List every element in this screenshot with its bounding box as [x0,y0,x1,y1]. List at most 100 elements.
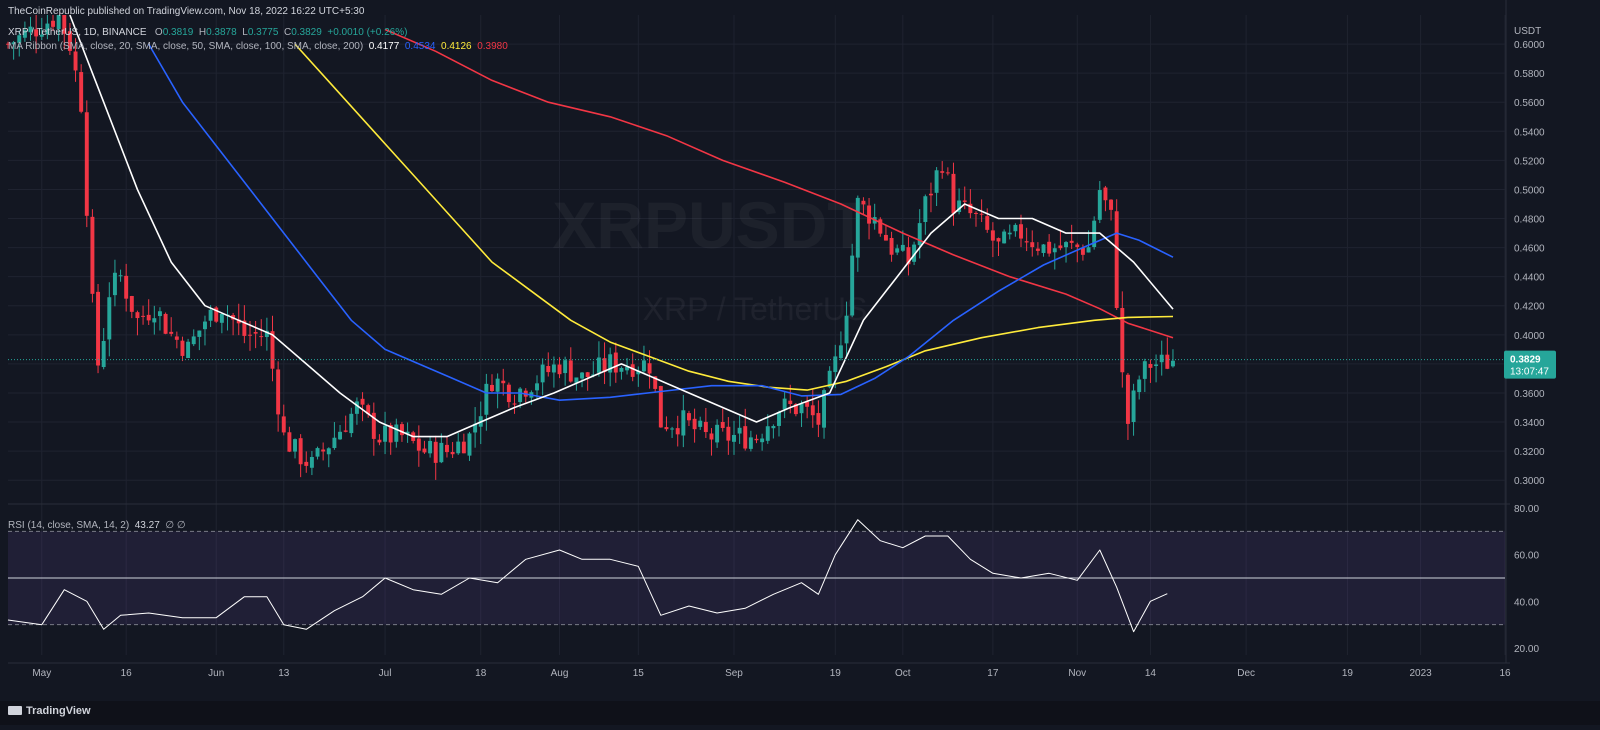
candle-body [962,200,967,202]
candle-body [298,438,303,465]
watermark-name: XRP / TetherUS [643,291,868,327]
symbol-name[interactable]: XRP / TetherUS, 1D, BINANCE [8,27,147,38]
candle-body [928,193,933,196]
candle-body [720,421,725,428]
price-tick-label: 0.6000 [1514,40,1545,51]
rsi-title[interactable]: RSI (14, close, SMA, 14, 2) [8,520,130,531]
tradingview-brand[interactable]: TradingView [8,705,91,717]
candle-body [174,336,179,340]
time-axis: May 16 Jun 13 Jul 18 Aug 15 Sep 19 Oct 17 Nov 14 Dec 19… [32,668,1511,679]
candle-body [1007,232,1012,235]
candle-body [79,72,84,112]
ma-ribbon-legend[interactable]: MA Ribbon (SMA, close, 20, SMA, close, 5… [8,41,508,52]
candle-body [490,384,494,392]
candle-body [1148,363,1153,368]
candle-body [1154,364,1159,367]
candle-body [203,321,207,330]
time-tick-label: 19 [830,668,842,679]
candle-body [917,223,922,246]
candle-body [703,421,708,433]
time-tick-label: Jun [208,668,224,679]
candles [6,15,1175,480]
time-tick-label: Oct [895,668,911,679]
price-tick-label: 0.4600 [1514,244,1545,255]
candle-body [810,405,815,416]
publisher-line: TheCoinRepublic published on TradingView… [8,6,364,17]
candle-body [613,352,618,373]
symbol-legend[interactable]: XRP / TetherUS, 1D, BINANCE O0.3819 H0.3… [8,27,407,38]
candle-body [833,356,838,373]
candle-body [439,442,444,463]
candle-body [157,311,162,317]
candle-body [394,424,399,442]
candle-body [51,20,55,27]
candle-body [428,440,433,454]
candle-body [281,416,286,433]
candle-body [934,170,939,193]
candle-body [675,428,680,435]
candle-body [17,35,22,43]
price-tick-label: 0.4200 [1514,302,1545,313]
time-tick-label: 2023 [1409,668,1432,679]
candle-body [895,248,900,253]
candle-body [670,428,675,430]
candle-body [546,366,551,373]
price-tick-label: 0.5400 [1514,127,1545,138]
candle-body [22,30,27,38]
rsi-tick-label: 20.00 [1514,644,1539,655]
candle-body [726,426,731,441]
candle-body [641,360,646,372]
candle-body [709,433,714,440]
ma-ribbon-title[interactable]: MA Ribbon (SMA, close, 20, SMA, close, 5… [8,41,364,52]
candle-body [636,370,641,375]
time-tick-label: Sep [725,668,743,679]
candle-body [1142,361,1147,379]
time-tick-label: 13 [278,668,290,679]
sma200-value: 0.3980 [477,41,508,52]
candle-body [276,369,281,415]
candle-body [974,212,978,214]
candle-body [1159,354,1164,363]
candle-body [692,418,697,430]
sma50-line [148,43,1174,401]
candle-body [867,205,872,224]
candle-body [84,112,89,216]
candle-body [681,410,686,436]
candle-body [580,372,585,379]
candle-body [270,331,275,369]
candle-body [304,461,309,466]
candle-body [236,319,241,324]
candle-body [996,238,1001,242]
candle-body [326,448,331,455]
candle-body [1064,242,1068,248]
candle-body [1058,245,1063,249]
rsi-legend[interactable]: RSI (14, close, SMA, 14, 2) 43.27 ∅ ∅ [8,520,186,531]
candle-body [838,345,843,359]
candle-body [360,398,365,405]
candle-body [1097,190,1102,220]
candle-body [743,426,748,449]
candle-body [979,213,984,215]
candle-body [1165,354,1170,369]
candle-body [293,439,297,452]
change-value: +0.0010 (+0.26%) [327,27,408,38]
candle-body [39,34,44,37]
candle-body [518,388,523,402]
candle-body [96,291,101,366]
candle-body [315,448,320,457]
candle-body [338,431,343,440]
price-tick-label: 0.5800 [1514,69,1545,80]
candle-body [6,43,10,45]
candle-body [985,216,990,230]
candle-body [737,427,742,434]
candle-body [129,296,134,312]
candle-body [602,358,607,372]
candle-body [1086,247,1091,253]
candle-body [28,26,33,33]
candle-body [653,376,658,389]
candle-body [349,413,354,434]
rsi-band [8,530,1505,626]
candle-body [433,441,438,463]
candle-body [563,360,568,374]
candle-body [473,423,478,433]
